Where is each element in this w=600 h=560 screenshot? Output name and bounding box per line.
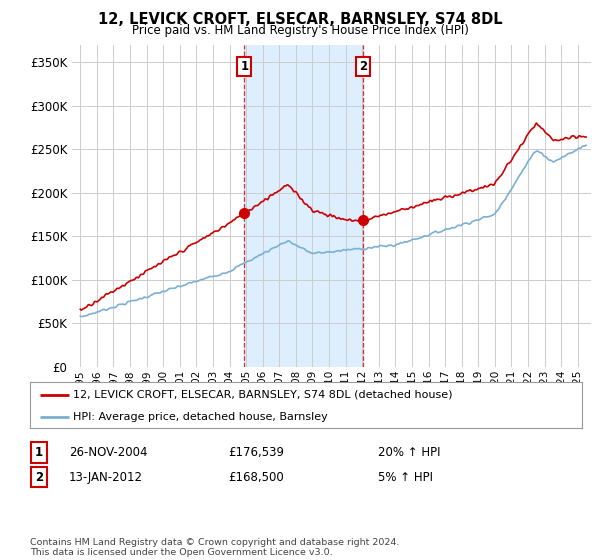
Text: 12, LEVICK CROFT, ELSECAR, BARNSLEY, S74 8DL: 12, LEVICK CROFT, ELSECAR, BARNSLEY, S74… [98, 12, 502, 27]
Text: £176,539: £176,539 [228, 446, 284, 459]
Text: 26-NOV-2004: 26-NOV-2004 [69, 446, 148, 459]
Text: 1: 1 [241, 60, 248, 73]
Text: Contains HM Land Registry data © Crown copyright and database right 2024.
This d: Contains HM Land Registry data © Crown c… [30, 538, 400, 557]
Bar [244, 45, 363, 367]
Text: 2: 2 [359, 60, 367, 73]
Text: Price paid vs. HM Land Registry's House Price Index (HPI): Price paid vs. HM Land Registry's House … [131, 24, 469, 37]
Text: HPI: Average price, detached house, Barnsley: HPI: Average price, detached house, Barn… [73, 412, 328, 422]
Text: 5% ↑ HPI: 5% ↑ HPI [378, 470, 433, 484]
Text: 13-JAN-2012: 13-JAN-2012 [69, 470, 143, 484]
Text: £168,500: £168,500 [228, 470, 284, 484]
Text: 12, LEVICK CROFT, ELSECAR, BARNSLEY, S74 8DL (detached house): 12, LEVICK CROFT, ELSECAR, BARNSLEY, S74… [73, 390, 452, 400]
Text: 20% ↑ HPI: 20% ↑ HPI [378, 446, 440, 459]
Text: 1: 1 [35, 446, 43, 459]
Text: 2: 2 [35, 470, 43, 484]
